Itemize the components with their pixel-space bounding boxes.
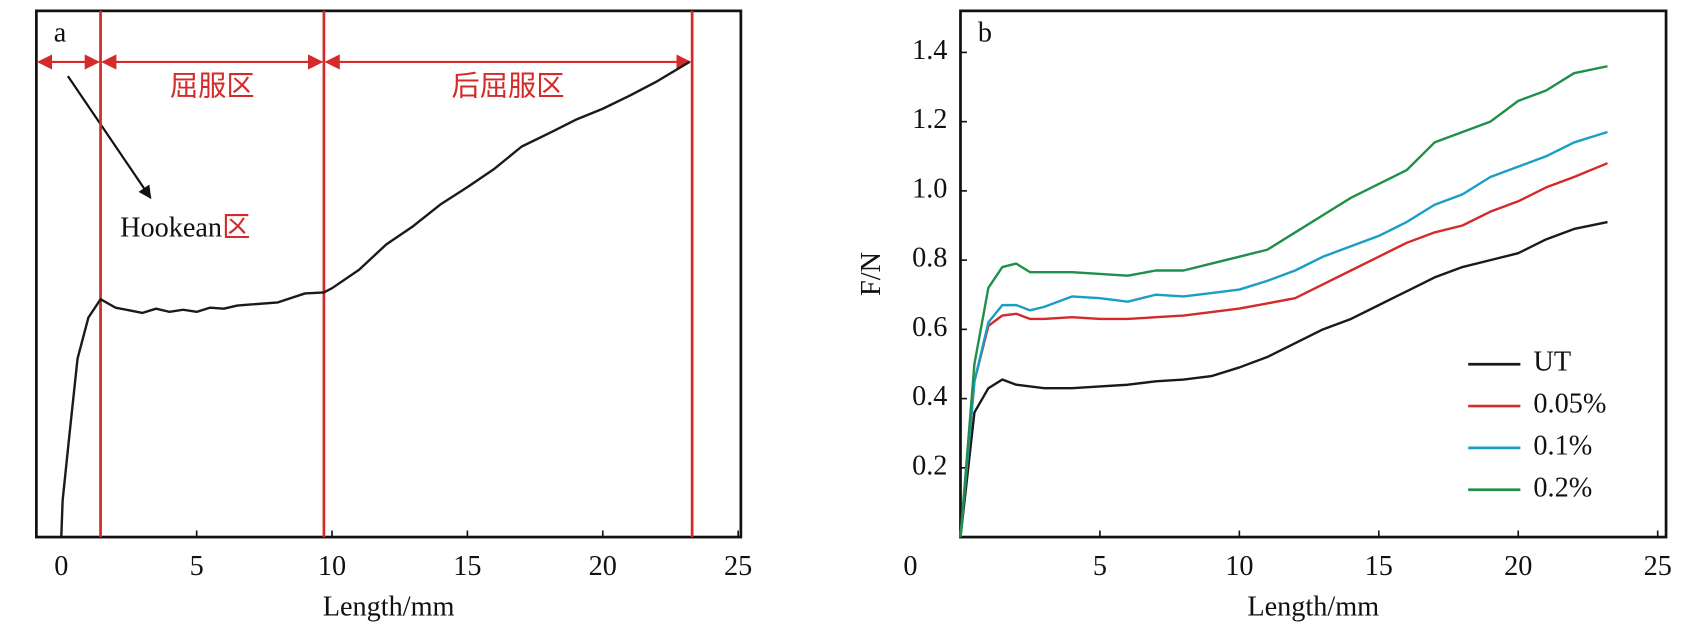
- x-axis-label: Length/mm: [323, 591, 455, 622]
- x-tick-label: 25: [724, 551, 752, 582]
- series-line: [959, 162, 1608, 538]
- pointer-arrow: [67, 75, 152, 199]
- y-tick-label: 1.0: [912, 173, 947, 204]
- legend-label: 0.1%: [1533, 430, 1592, 461]
- x-axis-label: Length/mm: [1247, 591, 1379, 622]
- x-tick-label: 10: [318, 551, 346, 582]
- y-tick-label: 0.8: [912, 243, 947, 274]
- y-tick-label: 1.2: [912, 104, 947, 135]
- x-tick-label: 5: [1093, 551, 1107, 582]
- legend-label: UT: [1533, 347, 1571, 378]
- hookean-label: Hookean区: [120, 213, 250, 244]
- legend-label: 0.05%: [1533, 389, 1606, 420]
- y-tick-label: 0.6: [912, 312, 947, 343]
- plot-frame: [35, 9, 743, 539]
- series-line: [959, 220, 1608, 538]
- x-tick-label: 10: [1225, 551, 1253, 582]
- legend-label: 0.2%: [1533, 472, 1592, 503]
- plot-frame: [959, 9, 1668, 539]
- x-tick-label: 0: [903, 551, 917, 582]
- x-tick-label: 15: [453, 551, 481, 582]
- x-tick-label: 25: [1644, 551, 1672, 582]
- series-line: [60, 60, 691, 538]
- x-tick-label: 15: [1365, 551, 1393, 582]
- y-tick-label: 0.2: [912, 450, 947, 481]
- y-tick-label: 0.4: [912, 381, 947, 412]
- hookean-label-part: Hookean: [120, 213, 222, 244]
- x-tick-label: 20: [1504, 551, 1532, 582]
- y-axis-label: F/N: [856, 252, 887, 296]
- y-tick-label: 1.4: [912, 35, 947, 66]
- x-tick-label: 5: [190, 551, 204, 582]
- series-line: [959, 65, 1608, 538]
- x-tick-label: 20: [589, 551, 617, 582]
- region-label: 屈服区: [170, 72, 255, 103]
- region-label: 后屈服区: [452, 71, 565, 103]
- series-line: [959, 130, 1608, 538]
- x-tick-label: 0: [54, 551, 68, 582]
- hookean-label-part: 区: [222, 213, 250, 244]
- panel-label: b: [978, 17, 992, 48]
- panel-label: a: [54, 17, 67, 48]
